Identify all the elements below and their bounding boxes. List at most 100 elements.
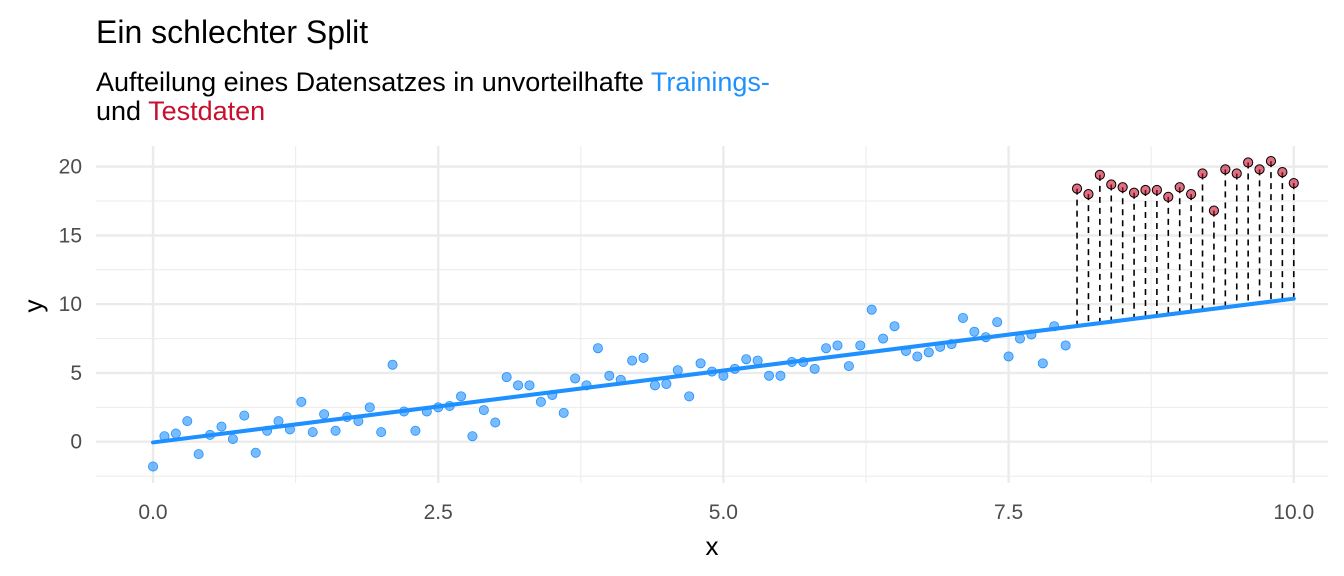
x-axis-ticks: 0.0 2.5 5.0 7.5 10.0 xyxy=(138,501,1314,524)
training-point xyxy=(752,355,763,366)
training-point xyxy=(387,359,398,370)
y-tick-label: 15 xyxy=(59,224,82,247)
y-tick-label: 0 xyxy=(70,431,82,454)
training-point xyxy=(1037,358,1048,369)
training-point xyxy=(809,363,820,374)
training-point xyxy=(467,431,478,442)
training-point xyxy=(832,340,843,351)
chart-subtitle: Aufteilung eines Datensatzes in unvortei… xyxy=(96,68,770,126)
training-point xyxy=(456,391,467,402)
training-point xyxy=(319,409,330,420)
x-tick-label: 7.5 xyxy=(994,501,1023,524)
training-point xyxy=(878,333,889,344)
subtitle-line-1: Aufteilung eines Datensatzes in unvortei… xyxy=(96,68,770,97)
test-point xyxy=(1254,164,1265,175)
subtitle-line-2: und Testdaten xyxy=(96,97,770,126)
test-point xyxy=(1231,168,1242,179)
training-points xyxy=(148,304,1071,472)
x-tick-label: 0.0 xyxy=(138,501,167,524)
test-point xyxy=(1071,183,1083,194)
training-point xyxy=(980,332,991,343)
test-point xyxy=(1083,189,1094,200)
y-axis-title: y xyxy=(18,300,48,313)
test-points xyxy=(1071,156,1299,216)
training-point xyxy=(627,355,638,366)
test-point xyxy=(1208,205,1220,216)
training-point xyxy=(273,416,284,427)
training-point xyxy=(969,326,980,337)
training-point xyxy=(889,321,900,332)
subtitle-text-2: und xyxy=(96,96,149,126)
training-point xyxy=(764,370,775,381)
training-point xyxy=(843,361,854,372)
training-point xyxy=(786,356,797,367)
test-point xyxy=(1174,182,1185,193)
training-point xyxy=(935,341,946,352)
minor-grid xyxy=(96,146,1328,483)
training-point xyxy=(182,416,193,427)
training-point xyxy=(341,411,352,422)
training-point xyxy=(239,410,250,421)
training-point xyxy=(729,363,740,374)
subtitle-text: Aufteilung eines Datensatzes in unvortei… xyxy=(96,67,651,97)
training-point xyxy=(570,373,581,384)
training-point xyxy=(649,380,660,391)
training-point xyxy=(604,370,615,381)
training-point xyxy=(638,352,649,363)
training-point xyxy=(1015,333,1026,344)
training-point xyxy=(227,433,238,444)
training-point xyxy=(216,421,227,432)
training-point xyxy=(592,343,603,354)
residual-lines xyxy=(1076,161,1295,326)
training-point xyxy=(957,312,968,323)
training-point xyxy=(684,391,695,402)
y-axis-ticks: 0 5 10 15 20 xyxy=(59,156,82,454)
training-point xyxy=(205,429,216,440)
training-point xyxy=(1049,321,1060,332)
training-point xyxy=(558,407,569,418)
test-point xyxy=(1220,164,1231,175)
training-point xyxy=(364,402,375,413)
training-point xyxy=(478,405,489,416)
test-point xyxy=(1186,189,1197,200)
test-point xyxy=(1197,168,1208,179)
training-point xyxy=(855,340,866,351)
x-tick-label: 5.0 xyxy=(709,501,738,524)
training-point xyxy=(615,374,626,385)
training-point xyxy=(821,343,832,354)
training-point xyxy=(353,416,364,427)
training-point xyxy=(284,424,295,435)
training-point xyxy=(798,356,809,367)
training-point xyxy=(1003,351,1014,362)
y-tick-label: 5 xyxy=(70,362,82,385)
training-point xyxy=(900,345,911,356)
subtitle-train-word: Trainings- xyxy=(650,67,770,97)
training-point xyxy=(1026,329,1037,340)
training-point xyxy=(262,425,273,436)
x-tick-label: 10.0 xyxy=(1273,501,1314,524)
training-point xyxy=(444,400,455,411)
training-point xyxy=(490,417,501,428)
test-point xyxy=(1106,179,1117,190)
training-point xyxy=(707,366,718,377)
training-point xyxy=(398,406,409,417)
test-point xyxy=(1151,184,1162,196)
subtitle-test-word: Testdaten xyxy=(148,96,266,126)
training-point xyxy=(866,304,877,315)
training-point xyxy=(661,378,672,389)
test-point xyxy=(1243,157,1254,168)
training-point xyxy=(923,347,934,358)
x-axis-title: x xyxy=(706,531,719,561)
test-point xyxy=(1277,167,1288,178)
training-point xyxy=(535,396,546,407)
test-point xyxy=(1288,178,1299,189)
training-point xyxy=(946,339,957,350)
training-point xyxy=(250,447,261,458)
test-point xyxy=(1163,191,1174,202)
training-point xyxy=(695,358,706,369)
training-point xyxy=(421,406,432,417)
training-point xyxy=(513,380,524,391)
training-point xyxy=(307,427,318,438)
y-tick-label: 10 xyxy=(59,293,82,316)
